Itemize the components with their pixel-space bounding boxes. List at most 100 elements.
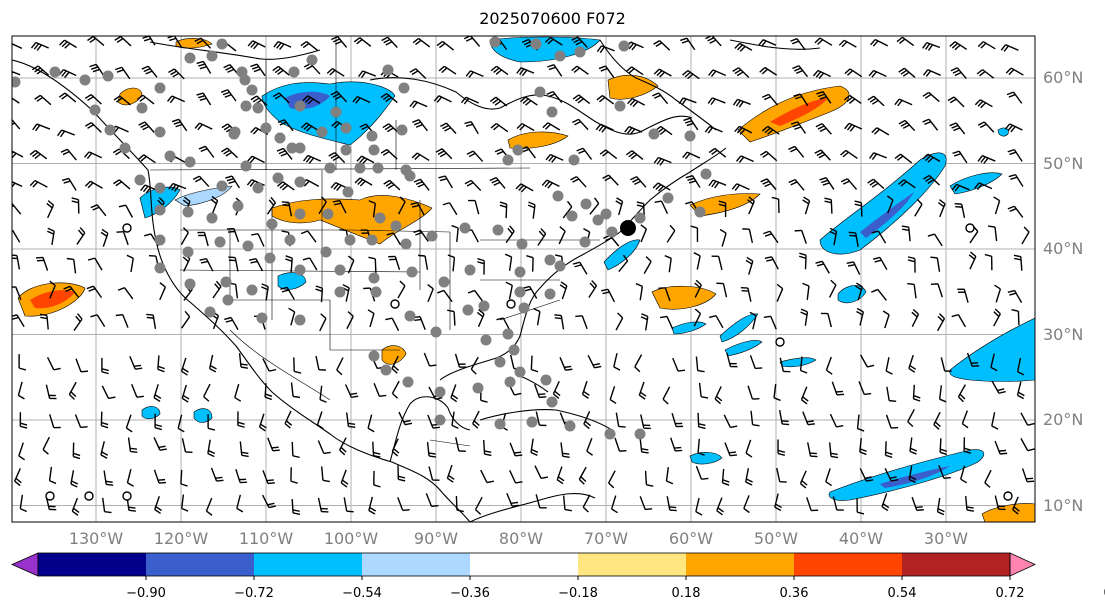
wind-barb	[825, 468, 832, 487]
station-dot	[480, 334, 492, 346]
wind-barb	[991, 380, 1006, 394]
wind-barb	[330, 90, 348, 103]
wind-barb	[181, 438, 193, 453]
wind-barb	[126, 254, 134, 273]
anomaly-area	[997, 127, 1009, 137]
station-dot	[294, 208, 306, 220]
wind-barb	[831, 381, 845, 396]
wind-barb	[153, 437, 167, 451]
wind-barb	[907, 282, 917, 299]
wind-barb	[261, 494, 276, 509]
wind-barb	[666, 224, 676, 243]
wind-barb	[743, 495, 750, 514]
wind-barb	[993, 308, 1001, 327]
wind-barb	[873, 256, 888, 270]
wind-barb	[266, 196, 276, 215]
station-dot	[274, 132, 286, 144]
calm-circle	[775, 337, 785, 347]
station-dot	[472, 382, 484, 394]
anomaly-area	[819, 152, 947, 255]
wind-barb	[894, 98, 913, 107]
wind-barb	[742, 228, 754, 243]
wind-barb	[74, 414, 88, 429]
wind-barb	[950, 67, 967, 79]
wind-barb	[380, 148, 398, 160]
anomaly-area	[949, 317, 1035, 382]
wind-barb	[66, 257, 77, 274]
wind-barb	[425, 493, 439, 508]
wind-barb	[922, 41, 941, 51]
wind-barb	[559, 357, 573, 371]
wind-barb	[141, 65, 158, 78]
wind-barb	[440, 122, 457, 134]
wind-barb	[587, 354, 602, 369]
wind-barb	[258, 413, 267, 432]
station-dot	[252, 102, 264, 114]
anomaly-area	[719, 313, 759, 343]
station-dot	[634, 212, 646, 224]
wind-barb	[708, 69, 727, 78]
wind-barb	[774, 493, 782, 512]
wind-barb	[858, 381, 872, 396]
colorbar-segment	[362, 553, 470, 576]
wind-barb	[581, 380, 590, 399]
anomaly-area	[770, 98, 828, 126]
wind-barb	[117, 287, 134, 300]
wind-barb	[991, 412, 999, 430]
wind-barb	[302, 95, 321, 105]
wind-barb	[828, 442, 839, 459]
wind-barb	[34, 94, 52, 106]
station-dot	[662, 192, 674, 204]
wind-barb	[653, 156, 672, 166]
wind-barbs	[12, 36, 1035, 516]
colorbar-tick-label: 0.18	[671, 586, 701, 601]
wind-barb	[368, 256, 377, 273]
station-dot	[494, 418, 506, 430]
calm-circle	[965, 223, 975, 233]
wind-barb	[489, 176, 506, 189]
wind-barb	[1004, 123, 1023, 133]
lon-label: 60°W	[668, 529, 714, 548]
wind-barb	[35, 256, 49, 271]
wind-barb	[358, 70, 377, 79]
colorbar-tick-label: −0.90	[126, 586, 166, 601]
wind-barb	[534, 465, 549, 479]
colorbar-tick-label: 0.72	[995, 586, 1025, 601]
station-dot	[494, 356, 506, 368]
wind-barb	[237, 411, 245, 428]
wind-barb	[885, 414, 899, 429]
wind-barb	[437, 289, 453, 303]
wind-barb	[588, 280, 598, 298]
wind-barb	[884, 441, 893, 459]
wind-barb	[381, 36, 398, 48]
station-dot	[544, 254, 556, 266]
wind-barb	[356, 155, 375, 165]
station-dot	[634, 428, 646, 440]
wind-barb	[963, 437, 972, 454]
wind-barb	[859, 437, 867, 456]
wind-barb	[438, 65, 457, 75]
highlight-marker	[620, 220, 636, 236]
anomaly-area	[603, 239, 641, 271]
wind-barb	[451, 411, 459, 429]
wind-barb	[840, 149, 858, 160]
wind-barb	[572, 118, 589, 131]
wind-barb	[1016, 357, 1025, 376]
wind-barb	[545, 153, 564, 163]
wind-barb	[450, 384, 459, 403]
wind-barb	[509, 469, 523, 484]
wind-barb	[114, 36, 132, 47]
wind-barb	[103, 470, 114, 486]
wind-barb	[505, 225, 515, 244]
wind-barb	[559, 281, 568, 300]
station-dot	[618, 40, 630, 52]
station-dot	[464, 264, 476, 276]
wind-barb	[249, 258, 264, 272]
calm-circle	[122, 491, 132, 501]
station-dot	[372, 162, 384, 174]
station-dot	[700, 168, 712, 180]
wind-barb	[153, 384, 162, 402]
station-dot	[294, 314, 306, 326]
wind-barb	[397, 465, 406, 482]
station-dot	[430, 326, 442, 338]
